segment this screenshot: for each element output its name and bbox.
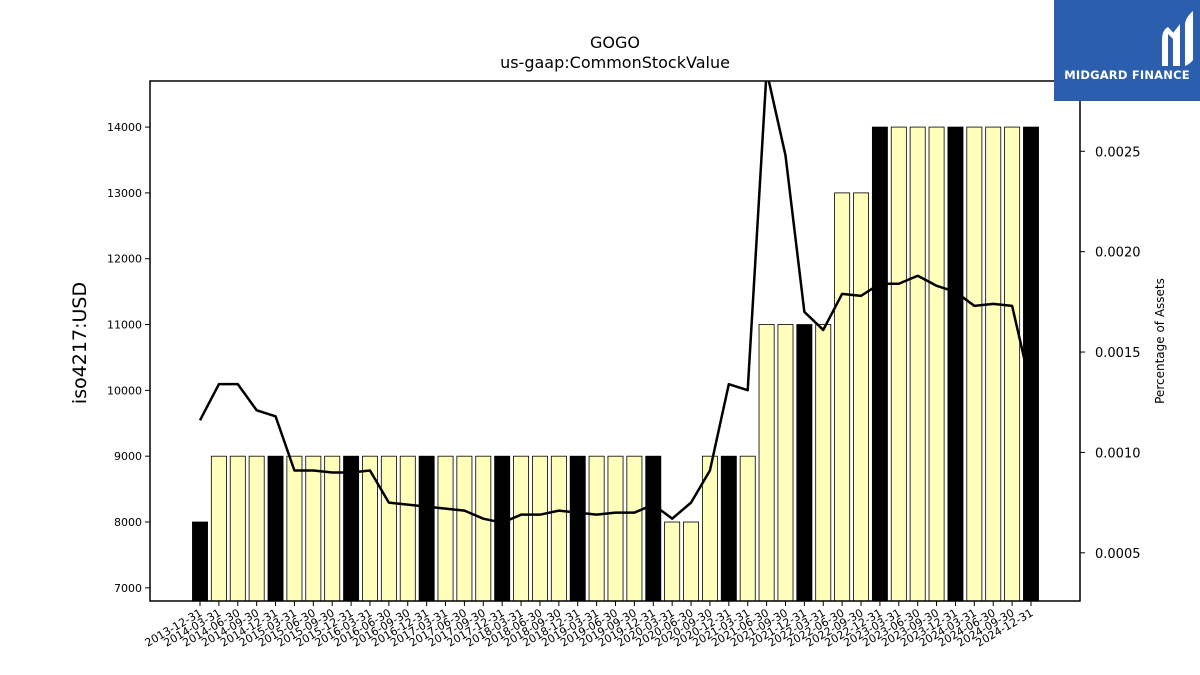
y-tick-label: 7000	[114, 582, 142, 595]
left-y-axis: 7000 8000 9000 10000 11000 12000 13000 14000	[107, 121, 150, 595]
bars-group	[192, 126, 1039, 602]
bar-2020-12-31	[720, 455, 737, 602]
y-tick-label: 13000	[107, 187, 142, 200]
midgard-logo-icon	[1162, 11, 1193, 66]
y-tick-label: 11000	[107, 319, 142, 332]
right-y-axis: 0.0005 0.0010 0.0015 0.0020 0.0025	[1080, 145, 1141, 562]
bar-2015-03-31	[286, 455, 303, 602]
bar-2024-09-30	[1004, 126, 1021, 602]
bar-2019-03-31	[588, 455, 605, 602]
y2-tick-label: 0.0010	[1095, 446, 1141, 461]
y-tick-label: 10000	[107, 384, 142, 397]
bar-2019-06-30	[607, 455, 624, 602]
bar-2016-06-30	[380, 455, 397, 602]
bar-2022-03-31	[815, 324, 832, 602]
bar-2022-06-30	[834, 192, 851, 602]
percentage-line	[198, 81, 1033, 524]
bar-2023-06-30	[909, 126, 926, 602]
y2-tick-label: 0.0015	[1095, 346, 1141, 361]
bar-2017-03-31	[437, 455, 454, 602]
y-tick-label: 9000	[114, 450, 142, 463]
bar-2018-09-30	[550, 455, 567, 602]
bar-2022-09-30	[853, 192, 869, 602]
bar-2019-09-30	[626, 455, 643, 602]
bar-2014-06-30	[229, 455, 246, 602]
chart-title: GOGO	[590, 33, 640, 52]
logo-text: MIDGARD FINANCE	[1064, 68, 1190, 82]
bar-2021-03-31	[739, 455, 756, 602]
y-axis-label: iso4217:USD	[69, 282, 91, 404]
bar-2015-06-30	[305, 455, 322, 602]
y2-tick-label: 0.0025	[1095, 145, 1141, 160]
y2-tick-label: 0.0020	[1095, 246, 1141, 261]
bar-2018-03-31	[513, 455, 530, 602]
bar-2014-09-30	[248, 455, 265, 602]
bar-2023-03-31	[890, 126, 907, 602]
bar-2021-09-30	[777, 324, 794, 602]
bar-2019-12-31	[645, 455, 662, 602]
bar-2024-03-31	[966, 126, 983, 602]
bar-2015-12-31	[343, 455, 360, 602]
bar-2014-03-31	[210, 455, 227, 602]
y-tick-label: 8000	[114, 516, 142, 529]
bar-2015-09-30	[324, 455, 341, 602]
bar-2023-12-31	[947, 126, 964, 602]
y-tick-label: 12000	[107, 253, 142, 266]
bar-2018-12-31	[569, 455, 586, 602]
midgard-finance-logo: MIDGARD FINANCE	[1054, 0, 1200, 101]
y-tick-label: 14000	[107, 121, 142, 134]
bar-2021-12-31	[796, 324, 813, 602]
bar-2023-09-30	[928, 126, 945, 602]
bar-2024-06-30	[985, 126, 1002, 602]
bar-2014-12-31	[267, 455, 284, 602]
bar-2017-12-31	[494, 455, 511, 602]
x-axis: 2013-12-312014-03-312014-06-302014-09-30…	[143, 601, 1036, 650]
bar-2016-09-30	[399, 455, 416, 602]
y2-axis-label: Percentage of Assets	[1153, 278, 1167, 404]
bar-2021-06-30	[758, 324, 775, 602]
bar-2016-12-31	[418, 455, 435, 602]
y2-tick-label: 0.0005	[1095, 547, 1141, 562]
bar-2020-06-30	[683, 521, 699, 602]
bar-2017-06-30	[456, 455, 473, 602]
bar-2020-03-31	[664, 521, 681, 602]
bar-2013-12-31	[192, 521, 208, 602]
bar-2017-09-30	[475, 455, 492, 602]
bar-2018-06-30	[532, 455, 548, 602]
bar-2022-12-31	[871, 126, 888, 602]
chart-subtitle: us-gaap:CommonStockValue	[500, 53, 730, 72]
